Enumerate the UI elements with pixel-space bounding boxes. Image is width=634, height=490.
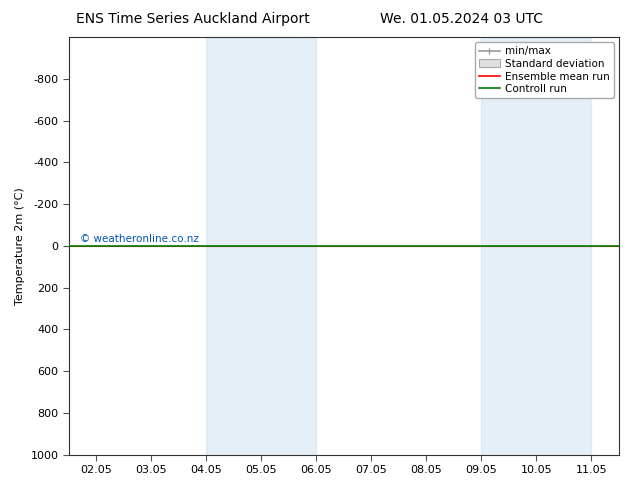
Y-axis label: Temperature 2m (°C): Temperature 2m (°C) — [15, 187, 25, 305]
Text: We. 01.05.2024 03 UTC: We. 01.05.2024 03 UTC — [380, 12, 543, 26]
Legend: min/max, Standard deviation, Ensemble mean run, Controll run: min/max, Standard deviation, Ensemble me… — [475, 42, 614, 98]
Bar — [207, 37, 316, 455]
Text: ENS Time Series Auckland Airport: ENS Time Series Auckland Airport — [76, 12, 310, 26]
Bar — [481, 37, 592, 455]
Text: © weatheronline.co.nz: © weatheronline.co.nz — [80, 234, 199, 244]
